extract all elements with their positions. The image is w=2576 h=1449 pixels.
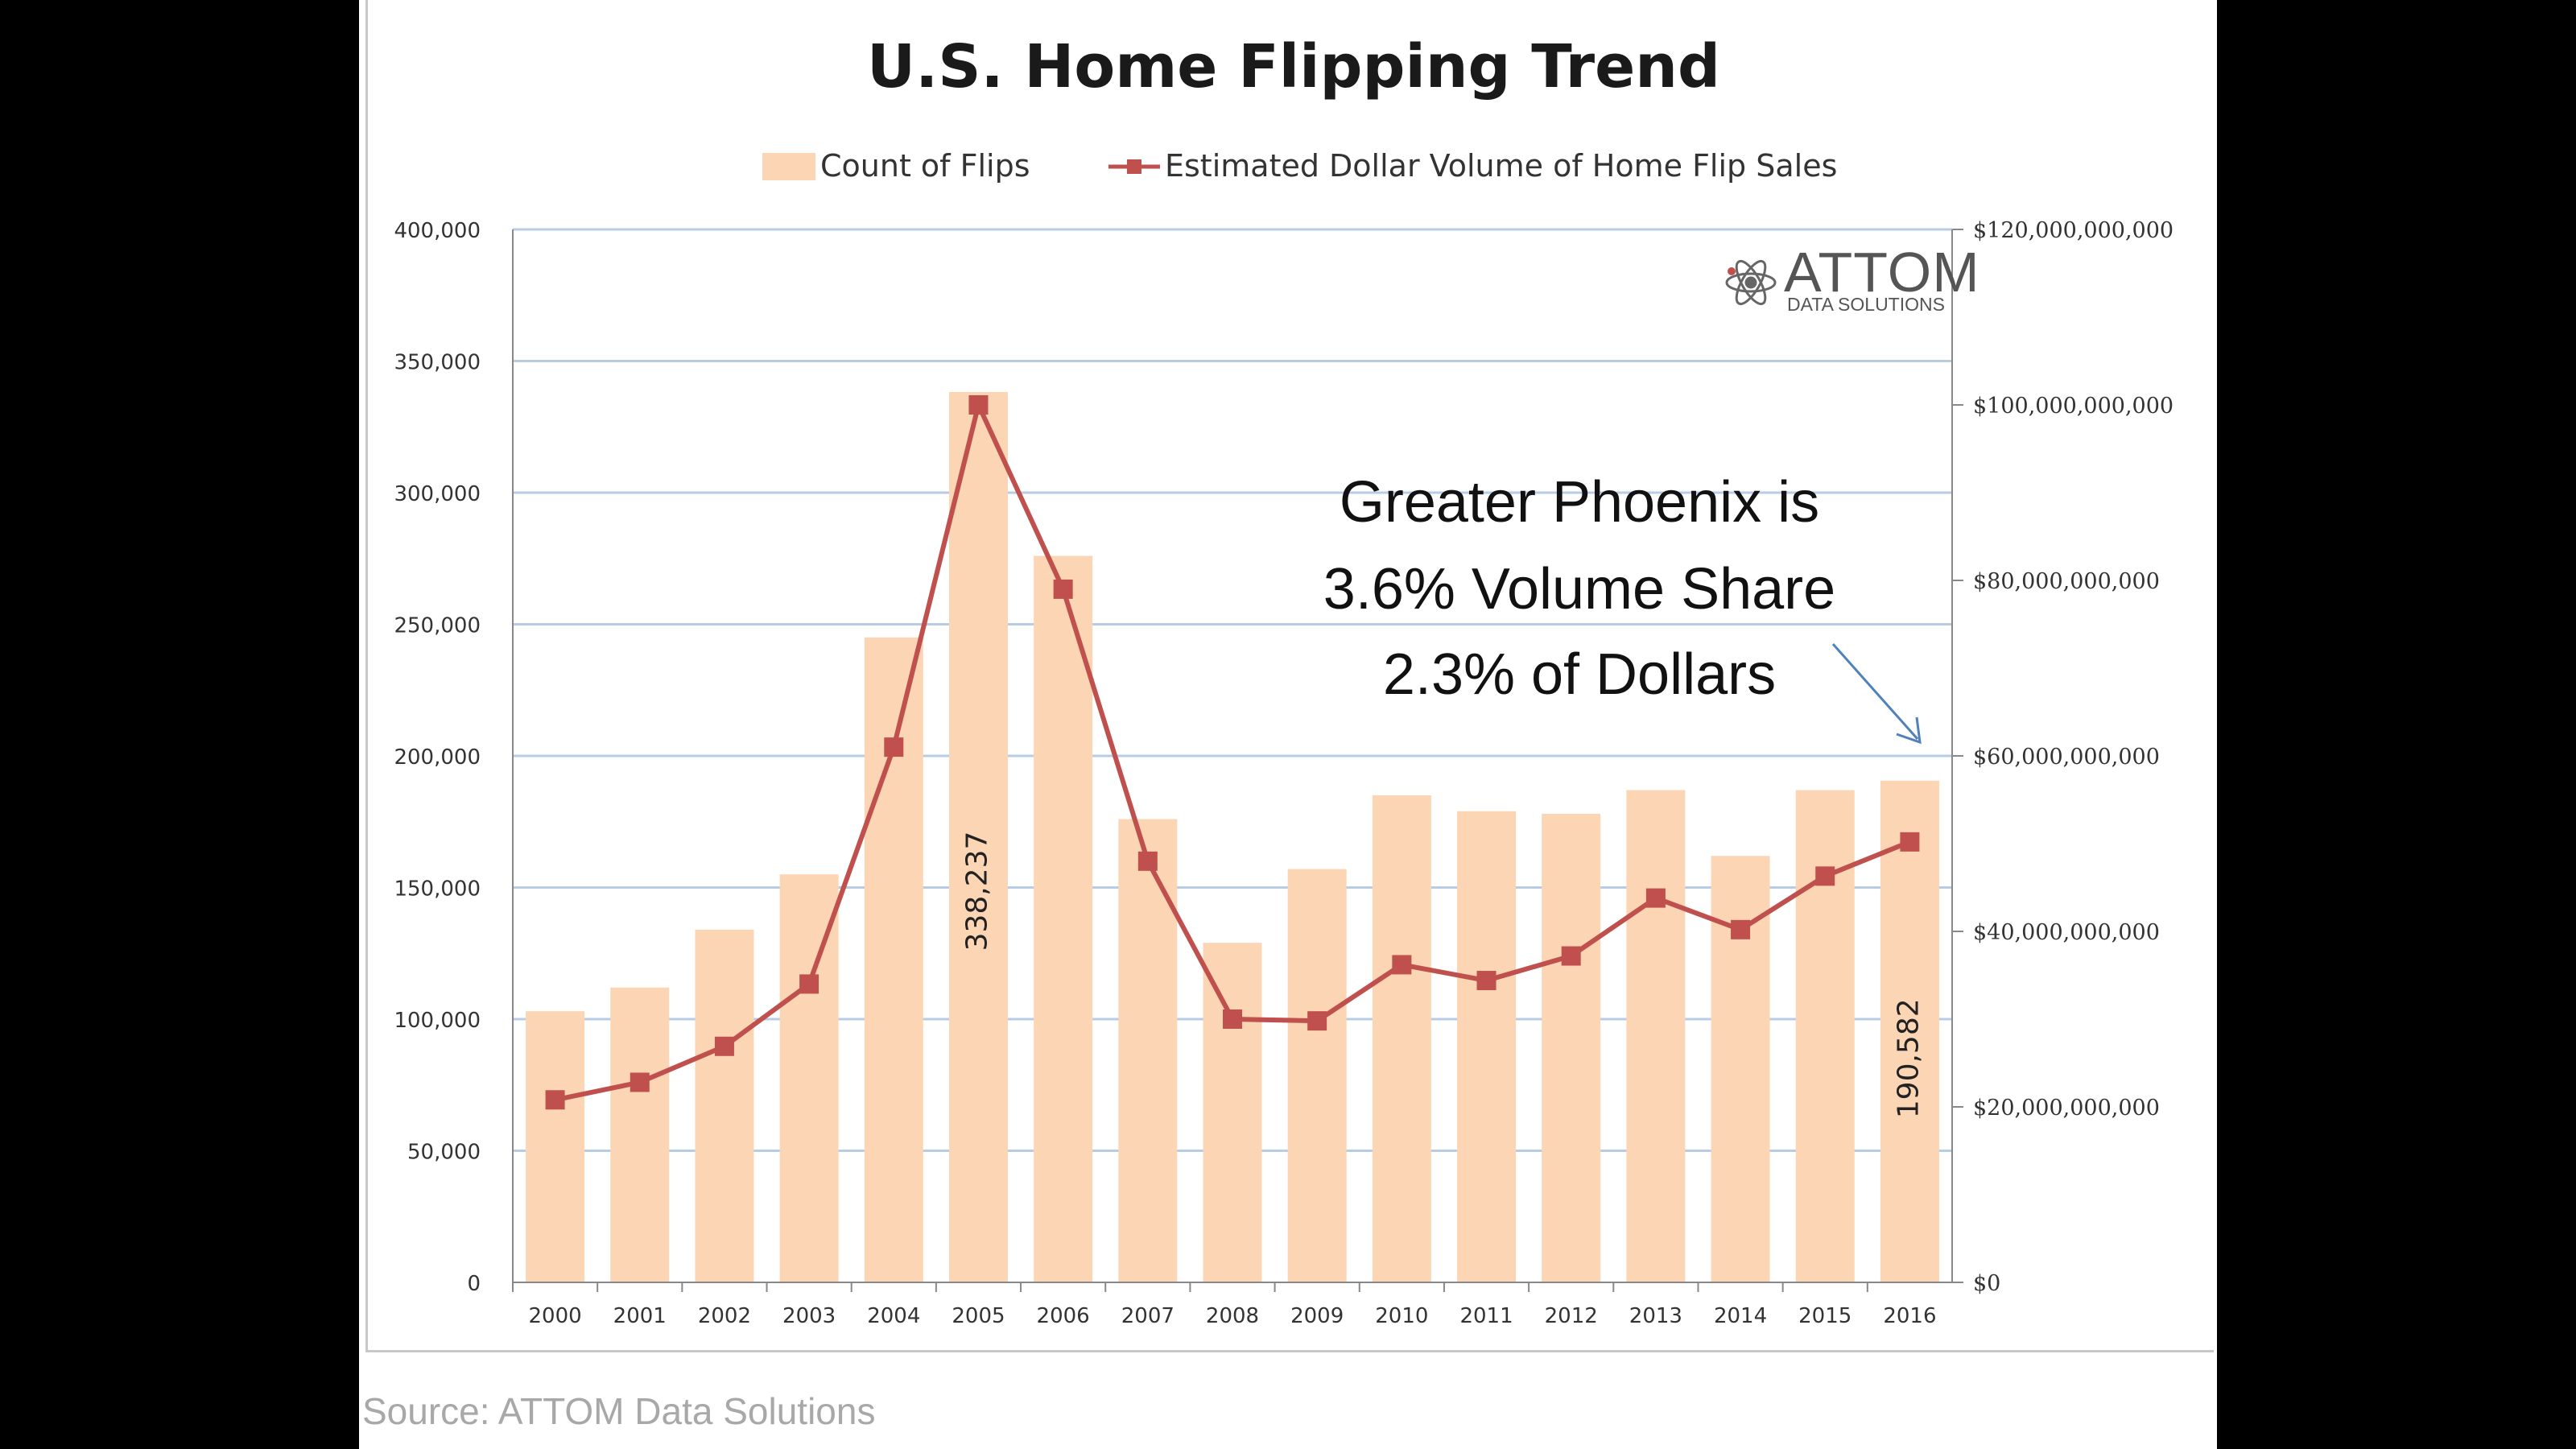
y-left-tick-label: 200,000 [394,745,481,770]
legend-label-count: Count of Flips [820,148,1030,184]
bar-2007 [1118,819,1178,1282]
chart-svg: U.S. Home Flipping Trend Count of Flips … [394,32,2174,1328]
axes: 0 50,000 100,000 150,000 200,000 250,000 300,0… [394,218,2174,1328]
x-tick-label: 2014 [1714,1304,1767,1328]
logo-subtext: DATA SOLUTIONS [1787,294,1945,315]
y-right-tick-label: $20,000,000,000 [1973,1096,2160,1121]
bar-2013 [1626,790,1686,1282]
volume-marker-2011 [1476,971,1496,991]
volume-marker-2001 [630,1072,650,1092]
volume-marker-2003 [799,974,819,994]
x-tick-label: 2005 [952,1304,1005,1328]
volume-marker-2009 [1307,1011,1327,1031]
bar-2003 [779,874,839,1282]
bar-2006 [1034,555,1093,1282]
bar-2004 [864,637,923,1282]
volume-marker-2012 [1561,946,1581,966]
bar-2009 [1287,869,1347,1282]
y-left-tick-label: 250,000 [394,614,481,638]
annotation-line-1: Greater Phoenix is [1340,470,1819,535]
bar-2002 [695,929,754,1282]
volume-marker-2014 [1731,919,1751,939]
x-tick-label: 2003 [782,1304,836,1328]
chart-frame: U.S. Home Flipping Trend Count of Flips … [365,0,2214,1352]
legend: Count of Flips Estimated Dollar Volume o… [762,148,1837,184]
bar-2015 [1795,790,1855,1282]
y-left-tick-label: 0 [467,1272,481,1296]
volume-marker-2010 [1392,955,1412,975]
bar-2000 [526,1011,585,1282]
x-tick-label: 2016 [1883,1304,1936,1328]
data-labels: 338,237 190,582 [960,832,1925,1119]
volume-marker-2008 [1223,1009,1242,1029]
volume-marker-2006 [1053,579,1073,599]
bar-2008 [1203,943,1262,1282]
y-left-tick-label: 100,000 [394,1009,481,1033]
x-tick-label: 2010 [1375,1304,1428,1328]
bar-2011 [1457,811,1517,1282]
volume-marker-2004 [884,737,904,758]
x-tick-label: 2006 [1037,1304,1090,1328]
bar-2005 [948,391,1008,1283]
x-tick-label: 2013 [1629,1304,1682,1328]
x-tick-label: 2004 [867,1304,920,1328]
logo-text: ATTOM [1784,241,1980,303]
volume-marker-2007 [1137,851,1158,871]
y-left-tick-label: 350,000 [394,351,481,375]
annotation-arrow-head [1896,716,1922,745]
x-tick-label: 2007 [1121,1304,1174,1328]
y-left-tick-label: 150,000 [394,877,481,902]
y-left-tick-label: 300,000 [394,482,481,506]
legend-label-volume: Estimated Dollar Volume of Home Flip Sal… [1165,148,1837,184]
attom-logo: ATTOM DATA SOLUTIONS [1725,241,1980,315]
legend-swatch-count [762,153,815,180]
annotation-arrow [1831,643,1919,740]
x-tick-label: 2015 [1798,1304,1852,1328]
volume-marker-2002 [714,1036,734,1056]
y-left-tick-label: 400,000 [394,219,481,243]
source-note: Source: ATTOM Data Solutions [362,1390,876,1432]
x-tick-label: 2000 [529,1304,582,1328]
chart-panel: U.S. Home Flipping Trend Count of Flips … [359,0,2217,1449]
annotation: Greater Phoenix is 3.6% Volume Share 2.3… [1323,470,1922,745]
data-label-2005: 338,237 [960,832,993,952]
data-label-2016: 190,582 [1892,998,1925,1118]
bar-2016 [1880,780,1939,1282]
y-right-tick-label: $60,000,000,000 [1973,745,2160,770]
bar-2010 [1372,795,1431,1282]
x-tick-label: 2012 [1545,1304,1598,1328]
bars [526,391,1939,1283]
x-tick-label: 2002 [698,1304,751,1328]
y-right-tick-label: $0 [1973,1271,2000,1296]
annotation-line-2: 3.6% Volume Share [1323,557,1835,621]
y-right-tick-label: $120,000,000,000 [1973,218,2174,243]
volume-marker-2005 [968,395,989,415]
x-tick-label: 2008 [1206,1304,1259,1328]
legend-swatch-marker [1127,159,1141,174]
volume-marker-2013 [1645,888,1666,908]
y-right-tick-label: $80,000,000,000 [1973,569,2160,594]
y-left-tick-label: 50,000 [407,1141,481,1165]
volume-marker-2015 [1815,866,1835,886]
x-tick-label: 2011 [1459,1304,1513,1328]
bar-2001 [610,987,670,1282]
volume-line [545,395,1920,1110]
y-right-tick-label: $40,000,000,000 [1973,920,2160,945]
volume-marker-2016 [1900,832,1920,852]
chart-title: U.S. Home Flipping Trend [867,32,1720,101]
x-tick-label: 2001 [613,1304,667,1328]
y-right-tick-label: $100,000,000,000 [1973,394,2174,419]
atom-icon [1725,259,1777,306]
bar-2012 [1542,813,1601,1282]
annotation-line-3: 2.3% of Dollars [1383,642,1776,707]
x-tick-label: 2009 [1290,1304,1344,1328]
volume-marker-2000 [545,1090,565,1110]
